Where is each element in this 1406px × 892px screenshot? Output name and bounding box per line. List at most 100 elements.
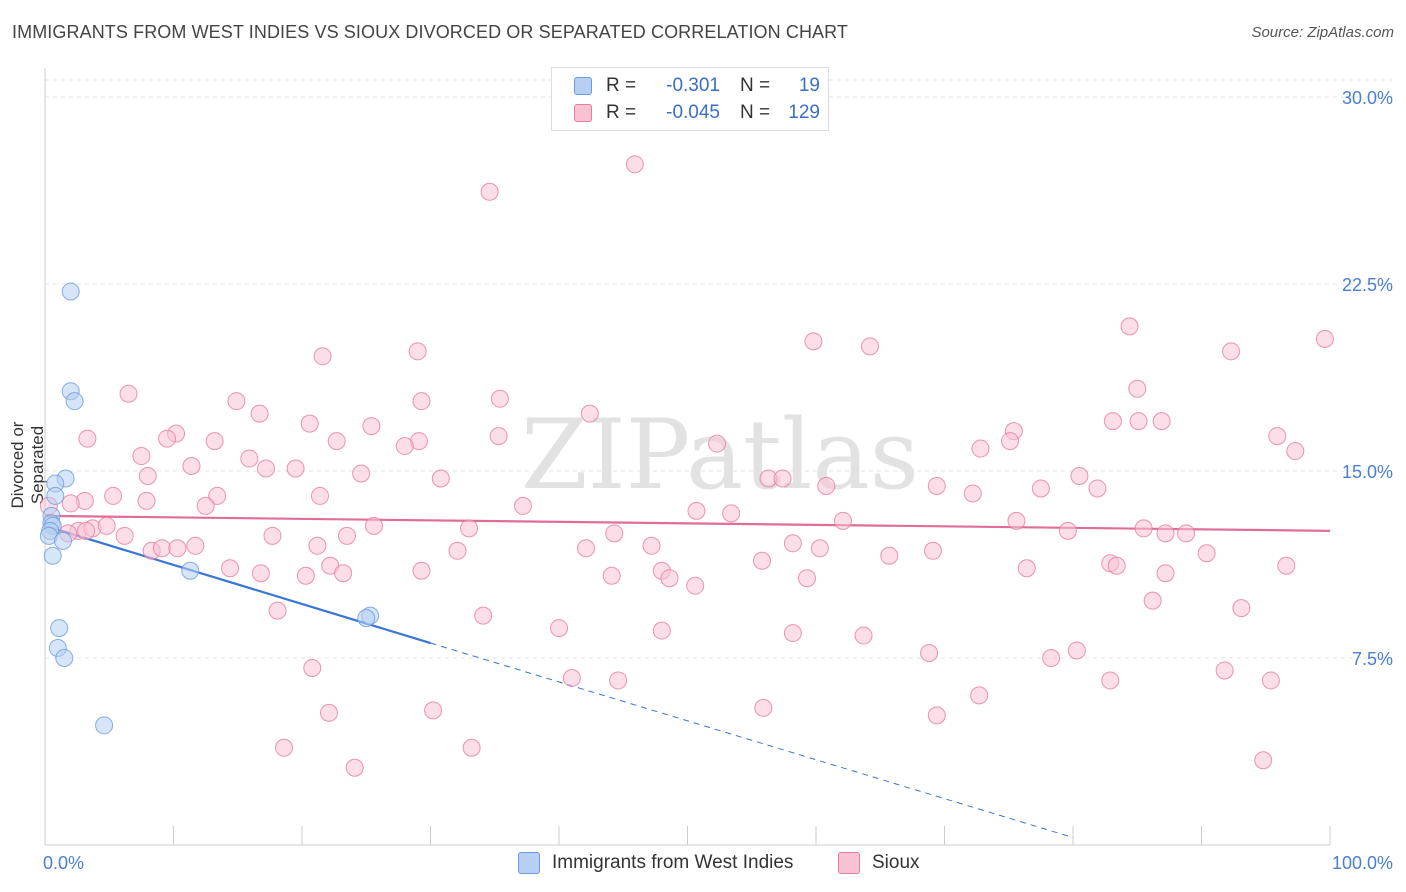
point-sioux-6 [1222, 342, 1241, 361]
point-sioux-74 [642, 536, 661, 555]
point-sioux-31 [395, 437, 414, 456]
legend-n-value-sioux: 129 [788, 102, 820, 123]
point-sioux-50 [1031, 479, 1050, 498]
point-sioux-127 [319, 703, 338, 722]
legend-n-value-west-indies: 19 [798, 75, 820, 96]
point-sioux-123 [1101, 671, 1120, 690]
point-sioux-26 [327, 432, 346, 451]
point-sioux-42 [431, 469, 450, 488]
point-sioux-99 [576, 539, 595, 558]
point-sioux-33 [1286, 442, 1305, 461]
point-sioux-103 [686, 576, 705, 595]
legend-r-label: R = [606, 102, 637, 123]
bottom-legend-swatch-west-indies [518, 852, 540, 874]
point-sioux-25 [205, 432, 224, 451]
tick-labels: 7.5% 15.0% 22.5% 30.0% 0.0% 100.0% [43, 88, 1393, 873]
y-tick-label-1: 15.0% [1342, 462, 1393, 482]
point-sioux-93 [251, 564, 270, 583]
x-tick-label-max: 100.0% [1332, 853, 1393, 873]
point-sioux-12 [412, 392, 431, 411]
point-sioux-67 [115, 526, 134, 545]
point-sioux-118 [1042, 649, 1061, 667]
point-sioux-73 [605, 524, 624, 543]
point-sioux-111 [550, 619, 568, 638]
point-sioux-28 [489, 427, 508, 446]
point-west-indies-16 [50, 619, 69, 638]
chart-source: Source: ZipAtlas.com [1251, 24, 1394, 41]
point-sioux-126 [970, 686, 989, 705]
point-sioux-130 [927, 706, 946, 725]
point-sioux-2 [1315, 329, 1334, 348]
point-sioux-58 [196, 496, 215, 515]
point-sioux-34 [971, 439, 990, 458]
y-tick-label-0: 7.5% [1352, 649, 1393, 669]
point-sioux-56 [61, 494, 80, 513]
point-sioux-22 [1268, 427, 1287, 446]
point-sioux-55 [137, 491, 156, 510]
point-sioux-133 [1254, 751, 1273, 770]
data-points [39, 155, 1334, 777]
point-sioux-131 [275, 738, 294, 757]
point-west-indies-2 [65, 392, 84, 411]
point-sioux-77 [1156, 524, 1175, 543]
point-sioux-90 [152, 539, 171, 558]
point-sioux-97 [412, 561, 431, 580]
point-sioux-29 [708, 434, 727, 453]
point-sioux-100 [602, 566, 621, 585]
point-sioux-124 [1261, 671, 1280, 690]
point-sioux-48 [963, 484, 982, 503]
bottom-legend-west-indies: Immigrants from West Indies [518, 852, 793, 874]
point-sioux-37 [138, 466, 157, 485]
point-sioux-53 [104, 486, 123, 505]
legend-r-value-sioux: -0.045 [666, 102, 720, 123]
point-sioux-62 [833, 511, 852, 530]
point-sioux-10 [119, 384, 138, 403]
point-sioux-36 [182, 457, 201, 476]
point-sioux-110 [474, 606, 493, 625]
point-sioux-20 [362, 417, 381, 436]
point-sioux-107 [1156, 564, 1175, 583]
point-sioux-80 [753, 551, 772, 570]
point-sioux-64 [1134, 519, 1153, 538]
point-west-indies-12 [43, 546, 62, 565]
point-sioux-40 [286, 459, 305, 478]
point-sioux-96 [334, 564, 353, 583]
point-sioux-19 [300, 414, 319, 433]
point-sioux-119 [1067, 641, 1086, 660]
point-sioux-52 [208, 486, 227, 505]
point-sioux-24 [158, 429, 177, 448]
point-sioux-125 [1215, 661, 1234, 680]
point-sioux-121 [562, 668, 581, 687]
point-sioux-35 [132, 447, 151, 466]
point-sioux-5 [804, 332, 823, 351]
point-sioux-1 [480, 182, 499, 201]
point-sioux-120 [303, 658, 322, 677]
point-west-indies-15 [357, 609, 376, 628]
legend-swatch-west-indies [574, 77, 592, 95]
point-sioux-87 [77, 521, 96, 540]
point-sioux-92 [221, 559, 240, 578]
point-sioux-17 [1129, 412, 1148, 431]
point-sioux-18 [1152, 412, 1171, 431]
point-sioux-7 [408, 342, 427, 361]
point-sioux-38 [240, 449, 259, 468]
x-tick-label-min: 0.0% [43, 853, 84, 873]
point-sioux-84 [810, 539, 829, 558]
point-sioux-116 [854, 626, 873, 645]
chart-title: IMMIGRANTS FROM WEST INDIES VS SIOUX DIV… [12, 22, 849, 42]
point-sioux-49 [1088, 479, 1107, 498]
watermark: ZIPatlas [521, 399, 919, 511]
legend: R = -0.301 N = 19 R = -0.045 N = 129 [551, 67, 829, 131]
point-sioux-88 [97, 516, 116, 535]
point-sioux-71 [364, 516, 383, 535]
legend-r-label: R = [606, 75, 637, 96]
point-sioux-15 [580, 404, 599, 423]
point-sioux-132 [462, 738, 481, 757]
point-sioux-32 [1001, 432, 1020, 451]
bottom-legend-label-west-indies: Immigrants from West Indies [552, 852, 794, 873]
trend-line-west-indies-extrapolated [430, 642, 1074, 838]
trend-line-sioux [44, 514, 1331, 532]
point-sioux-114 [1143, 591, 1162, 610]
bottom-legend-swatch-sioux [838, 852, 860, 874]
